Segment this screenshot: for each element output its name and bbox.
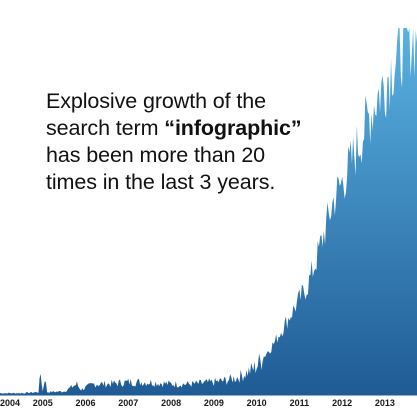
headline-line-1: Explosive growth of the (46, 89, 266, 113)
x-axis-ticks: 2004 2005 2006 2007 2008 2009 2010 2011 2012 2013 (0, 398, 395, 408)
x-tick-label-2009: 2009 (204, 398, 224, 408)
x-tick-label-2006: 2006 (76, 398, 96, 408)
x-tick-label-2013: 2013 (375, 398, 395, 408)
headline-keyword: infographic (174, 116, 291, 140)
x-tick-label-2010: 2010 (247, 398, 267, 408)
x-tick-label-2012: 2012 (332, 398, 352, 408)
search-interest-area (0, 28, 417, 395)
headline-line-4: times in the last 3 years. (46, 170, 276, 194)
headline-open-quote: “ (164, 116, 175, 140)
x-tick-label-2005: 2005 (33, 398, 53, 408)
headline-line-3: has been more than 20 (46, 143, 266, 167)
x-tick-label-2007: 2007 (118, 398, 138, 408)
headline-line-2-prefix: search term (46, 116, 165, 140)
headline-line-2: search term “infographic” (46, 115, 326, 142)
x-tick-label-2011: 2011 (290, 398, 310, 408)
x-tick-label-2008: 2008 (161, 398, 181, 408)
x-tick-label-2004: 2004 (0, 398, 20, 408)
headline-annotation: Explosive growth of the search term “inf… (46, 88, 326, 196)
headline-close-quote: ” (290, 116, 302, 140)
